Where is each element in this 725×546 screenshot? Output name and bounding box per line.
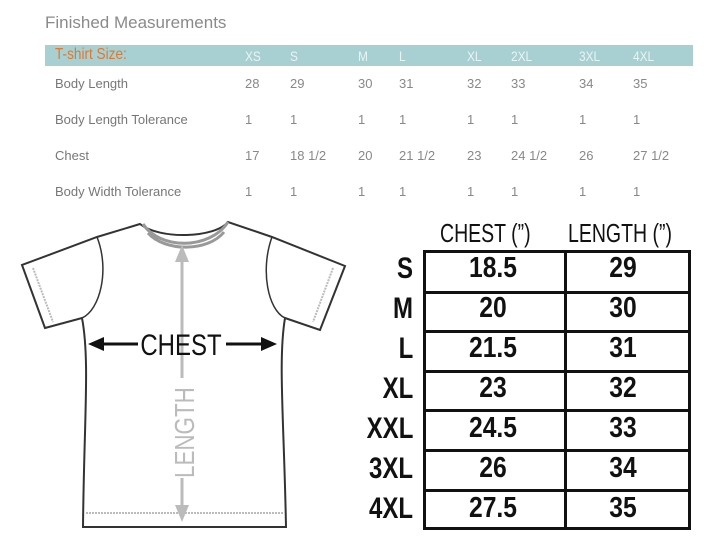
table-cell: 26 bbox=[579, 148, 594, 163]
collar bbox=[141, 221, 230, 249]
table-cell: 1 bbox=[399, 112, 407, 127]
size-header-2xl: 2XL bbox=[511, 48, 533, 64]
chest-value: 21.5 bbox=[469, 332, 517, 364]
length-value: 35 bbox=[609, 492, 637, 524]
row-label: Chest bbox=[55, 148, 89, 163]
row-divider bbox=[426, 330, 688, 334]
length-arrow-icon bbox=[175, 245, 189, 522]
row-label: Body Width Tolerance bbox=[55, 184, 182, 199]
length-value: 32 bbox=[609, 372, 637, 404]
table-cell: 18 1/2 bbox=[290, 148, 327, 163]
size-header-s: S bbox=[290, 48, 298, 64]
length-value: 34 bbox=[609, 452, 637, 484]
table-cell: 1 bbox=[245, 112, 253, 127]
row-divider bbox=[426, 488, 688, 492]
table-cell: 1 bbox=[633, 112, 641, 127]
chest-value: 24.5 bbox=[469, 412, 517, 444]
chest-label: CHEST bbox=[140, 327, 221, 361]
chest-value: 26 bbox=[479, 452, 507, 484]
table-cell: 34 bbox=[579, 76, 594, 91]
size-header-m: M bbox=[358, 48, 368, 64]
sleeve-hem-right bbox=[312, 267, 334, 323]
chest-value: 27.5 bbox=[469, 492, 517, 524]
length-value: 29 bbox=[609, 252, 637, 284]
table-cell: 24 1/2 bbox=[511, 148, 548, 163]
chest-value: 20 bbox=[479, 292, 507, 324]
size-header-xs: XS bbox=[245, 48, 261, 64]
table-cell: 1 bbox=[358, 184, 366, 199]
size-label: S bbox=[396, 252, 413, 285]
table-cell: 1 bbox=[579, 184, 587, 199]
row-divider bbox=[426, 290, 688, 294]
size-label: XL bbox=[382, 372, 413, 405]
chest-arrow-icon bbox=[88, 337, 277, 351]
table-cell: 1 bbox=[511, 184, 519, 199]
row-divider bbox=[426, 369, 688, 373]
row-label: Body Length Tolerance bbox=[55, 112, 188, 127]
table-cell: 1 bbox=[358, 112, 366, 127]
length-column-header: LENGTH (”) bbox=[568, 218, 673, 248]
length-value: 33 bbox=[609, 412, 637, 444]
table-cell: 1 bbox=[467, 112, 475, 127]
row-divider bbox=[426, 449, 688, 452]
tshirt-size-label: T-shirt Size: bbox=[55, 46, 127, 63]
table-cell: 27 1/2 bbox=[633, 148, 670, 163]
length-label: LENGTH bbox=[170, 387, 201, 478]
table-cell: 21 1/2 bbox=[399, 148, 436, 163]
sleeve-hem-left bbox=[32, 267, 54, 323]
size-label: M bbox=[393, 292, 413, 325]
size-label: 4XL bbox=[368, 492, 413, 525]
size-label: 3XL bbox=[368, 452, 413, 485]
table-cell: 1 bbox=[399, 184, 407, 199]
page-title: Finished Measurements bbox=[45, 13, 227, 32]
table-cell: 1 bbox=[245, 184, 253, 199]
size-header-bar bbox=[45, 45, 693, 66]
table-cell: 30 bbox=[358, 76, 373, 91]
chest-value: 23 bbox=[479, 372, 507, 404]
table-cell: 1 bbox=[467, 184, 475, 199]
table-cell: 35 bbox=[633, 76, 648, 91]
column-divider bbox=[564, 253, 567, 527]
table-cell: 1 bbox=[633, 184, 641, 199]
table-cell: 28 bbox=[245, 76, 260, 91]
row-divider bbox=[426, 409, 688, 413]
size-grid bbox=[423, 250, 691, 530]
size-header-xl: XL bbox=[467, 48, 482, 64]
table-cell: 1 bbox=[511, 112, 519, 127]
table-cell: 32 bbox=[467, 76, 482, 91]
size-label: L bbox=[398, 332, 413, 365]
sleeve-seam-right bbox=[265, 236, 286, 319]
size-label: XXL bbox=[366, 412, 413, 445]
chest-value: 18.5 bbox=[469, 252, 517, 284]
tshirt-diagram: LENGTH CHEST bbox=[20, 220, 347, 528]
sleeve-seam-left bbox=[81, 236, 104, 319]
table-cell: 23 bbox=[467, 148, 482, 163]
table-cell: 1 bbox=[290, 112, 298, 127]
table-cell: 17 bbox=[245, 148, 260, 163]
length-value: 31 bbox=[609, 332, 637, 364]
table-cell: 20 bbox=[358, 148, 373, 163]
row-label: Body Length bbox=[55, 76, 129, 91]
length-value: 30 bbox=[609, 292, 637, 324]
table-cell: 1 bbox=[290, 184, 298, 199]
table-cell: 29 bbox=[290, 76, 305, 91]
table-cell: 1 bbox=[579, 112, 587, 127]
table-cell: 33 bbox=[511, 76, 526, 91]
size-header-l: L bbox=[399, 48, 406, 64]
chest-column-header: CHEST (”) bbox=[440, 218, 531, 248]
size-header-3xl: 3XL bbox=[579, 48, 601, 64]
size-header-4xl: 4XL bbox=[633, 48, 655, 64]
table-cell: 31 bbox=[399, 76, 414, 91]
